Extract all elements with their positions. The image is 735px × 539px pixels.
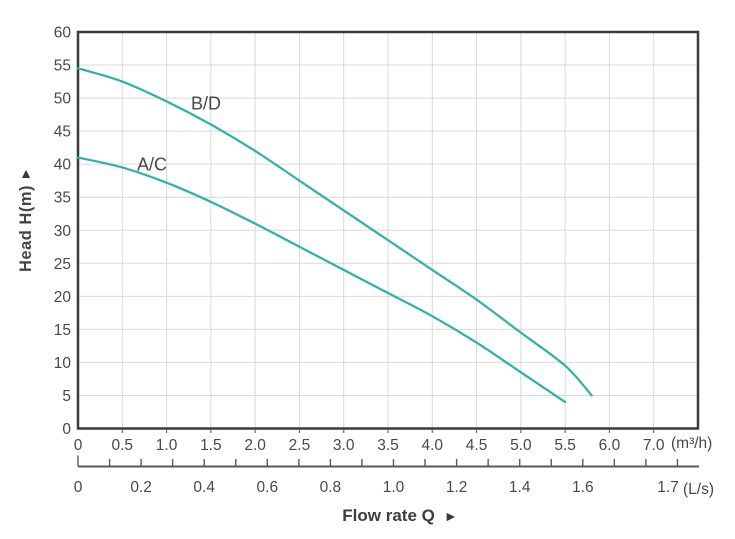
y-tick-label: 40 xyxy=(54,157,72,174)
x-tick-label: 2.0 xyxy=(244,437,266,454)
x2-tick-label: 1.7 xyxy=(657,479,679,496)
x2-tick-label: 0 xyxy=(74,479,83,496)
curve-label-bd: B/D xyxy=(190,93,222,114)
x2-tick-label: 1.4 xyxy=(509,479,531,496)
x-tick-label: 3.5 xyxy=(377,437,399,454)
up-arrow-icon: ▲ xyxy=(19,165,33,181)
y-axis-title: ▲ Head H(m) xyxy=(10,166,42,272)
y-tick-label: 15 xyxy=(54,322,71,339)
x2-tick-label: 0.6 xyxy=(257,479,279,496)
right-arrow-icon: ► xyxy=(443,508,458,524)
x-tick-label: 5.0 xyxy=(510,437,532,454)
y-tick-label: 25 xyxy=(54,256,71,273)
curve-a-c xyxy=(76,156,567,404)
y-tick-label: 50 xyxy=(54,91,72,108)
x-tick-label: 3.0 xyxy=(333,437,355,454)
x-tick-label: 1.0 xyxy=(156,437,178,454)
curve-label-ac: A/C xyxy=(136,154,168,175)
x2-tick-label: 0.4 xyxy=(193,479,215,496)
y-tick-label: 10 xyxy=(54,355,72,372)
x-tick-label: 0 xyxy=(74,437,83,454)
x-axis-unit: (m³/h) xyxy=(671,435,713,452)
y-tick-label: 60 xyxy=(54,25,72,42)
x-tick-label: 1.5 xyxy=(200,437,222,454)
x-tick-label: 2.5 xyxy=(289,437,311,454)
x-tick-label: 6.0 xyxy=(599,437,621,454)
x2-tick-label: 1.0 xyxy=(383,479,405,496)
x-axis-title-text: Flow rate Q xyxy=(342,506,435,525)
x2-tick-label: 0.8 xyxy=(320,479,342,496)
y-tick-label: 45 xyxy=(54,124,71,141)
x-tick-label: 0.5 xyxy=(112,437,134,454)
x-tick-label: 4.5 xyxy=(466,437,488,454)
x2-tick-label: 0.2 xyxy=(130,479,152,496)
x-axis-title: Flow rate Q ► xyxy=(342,506,457,526)
y-tick-label: 20 xyxy=(54,289,72,306)
x2-axis-unit: (L/s) xyxy=(683,481,714,498)
y-axis-title-text: Head H(m) xyxy=(16,185,35,273)
x2-tick-label: 1.6 xyxy=(572,479,594,496)
x-tick-label: 5.5 xyxy=(554,437,576,454)
x-tick-label: 4.0 xyxy=(422,437,444,454)
y-tick-label: 0 xyxy=(62,421,71,438)
curve-b-d xyxy=(76,67,593,397)
y-tick-label: 30 xyxy=(54,223,72,240)
y-tick-label: 35 xyxy=(54,190,71,207)
y-tick-label: 55 xyxy=(54,58,71,75)
x-tick-label: 7.0 xyxy=(643,437,665,454)
y-tick-label: 5 xyxy=(62,388,71,405)
x2-tick-label: 1.2 xyxy=(446,479,468,496)
plot-frame xyxy=(76,30,700,430)
